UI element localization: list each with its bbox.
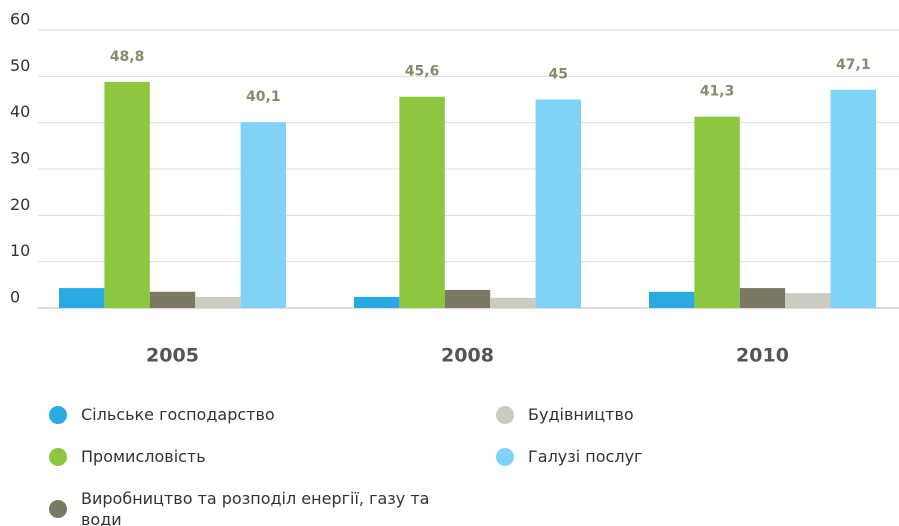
- bar: [785, 293, 831, 308]
- legend-item: Галузі послуг: [496, 446, 896, 467]
- bar: [59, 288, 105, 308]
- legend-item: Виробництво та розподіл енергії, газу та…: [49, 488, 449, 526]
- y-tick-label: 40: [10, 102, 30, 121]
- legend-label: Виробництво та розподіл енергії, газу та…: [81, 489, 430, 526]
- value-label: 47,1: [836, 57, 871, 73]
- bar: [649, 291, 695, 308]
- value-label: 41,3: [700, 84, 735, 100]
- x-tick-label: 2008: [441, 345, 494, 367]
- bar: [739, 288, 786, 308]
- y-tick-label: 0: [10, 288, 20, 307]
- bar: [830, 89, 876, 309]
- legend-swatch: [496, 448, 514, 466]
- bar: [104, 81, 150, 308]
- x-tick-label: 2010: [736, 345, 789, 367]
- legend-item: Сільське господарство: [49, 404, 449, 425]
- bar: [444, 289, 491, 308]
- legend-label: Галузі послуг: [528, 447, 643, 466]
- value-label: 45,6: [405, 64, 440, 80]
- bar: [240, 122, 286, 308]
- legend-item: Будівництво: [496, 404, 896, 425]
- value-label: 40,1: [246, 89, 281, 105]
- bar: [535, 99, 581, 308]
- bar: [149, 291, 196, 308]
- legend-swatch: [49, 448, 67, 466]
- bar: [195, 296, 241, 308]
- legend-swatch: [49, 406, 67, 424]
- x-tick-label: 2005: [146, 345, 199, 367]
- legend-swatch: [496, 406, 514, 424]
- y-tick-label: 30: [10, 149, 30, 168]
- legend-label: Будівництво: [528, 405, 634, 424]
- bar: [354, 296, 400, 308]
- value-label: 45: [549, 67, 568, 83]
- bar: [399, 96, 445, 308]
- bar: [694, 116, 740, 308]
- y-tick-label: 20: [10, 195, 30, 214]
- y-tick-label: 60: [10, 10, 30, 29]
- y-tick-label: 10: [10, 241, 30, 260]
- value-label: 48,8: [110, 49, 145, 65]
- legend-label: Промисловість: [81, 447, 206, 466]
- legend-item: Промисловість: [49, 446, 449, 467]
- legend-swatch: [49, 500, 67, 518]
- legend-label: Сільське господарство: [81, 405, 275, 424]
- bar: [490, 297, 536, 308]
- y-tick-label: 50: [10, 56, 30, 75]
